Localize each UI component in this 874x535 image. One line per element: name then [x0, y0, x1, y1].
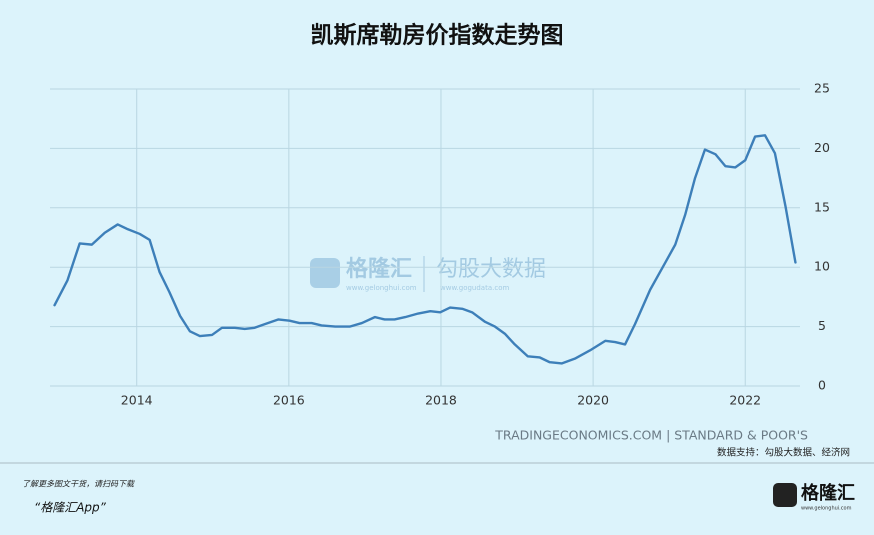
watermark-partner: 勾股大数据 [436, 257, 546, 282]
x-tick-label: 2022 [729, 393, 761, 408]
y-tick-label: 0 [818, 378, 826, 393]
footer-note: 了解更多图文干货，请扫码下载 [22, 480, 135, 489]
logo-url: www.gelonghui.com [801, 506, 852, 512]
logo-icon [773, 483, 797, 507]
y-tick-label: 5 [818, 318, 826, 333]
x-tick-label: 2014 [121, 393, 153, 408]
watermark-brand: 格隆汇 [346, 256, 412, 282]
y-tick-label: 25 [814, 81, 830, 96]
footer-app: “格隆汇App” [34, 501, 107, 515]
credit: 数据支持：勾股大数据、经济网 [717, 447, 850, 459]
watermark-partner-url: www.gogudata.com [440, 284, 509, 292]
watermark: 格隆汇 www.gelonghui.com 勾股大数据 www.gogudata… [310, 256, 546, 292]
logo: 格隆汇 [801, 482, 855, 504]
y-tick-label: 10 [814, 259, 830, 274]
chart-title: 凯斯席勒房价指数走势图 [311, 22, 564, 49]
data-line [53, 134, 797, 365]
source: TRADINGECONOMICS.COM | STANDARD & POOR'S [494, 428, 808, 443]
watermark-icon [310, 258, 340, 288]
watermark-url: www.gelonghui.com [346, 284, 417, 292]
y-tick-label: 15 [814, 199, 830, 214]
y-tick-label: 20 [814, 140, 830, 155]
x-tick-label: 2020 [577, 393, 609, 408]
x-tick-label: 2018 [425, 393, 457, 408]
plot-area: 0 5 10 15 20 25 2014 2016 2018 2020 2022 [50, 81, 830, 408]
x-tick-label: 2016 [273, 393, 305, 408]
